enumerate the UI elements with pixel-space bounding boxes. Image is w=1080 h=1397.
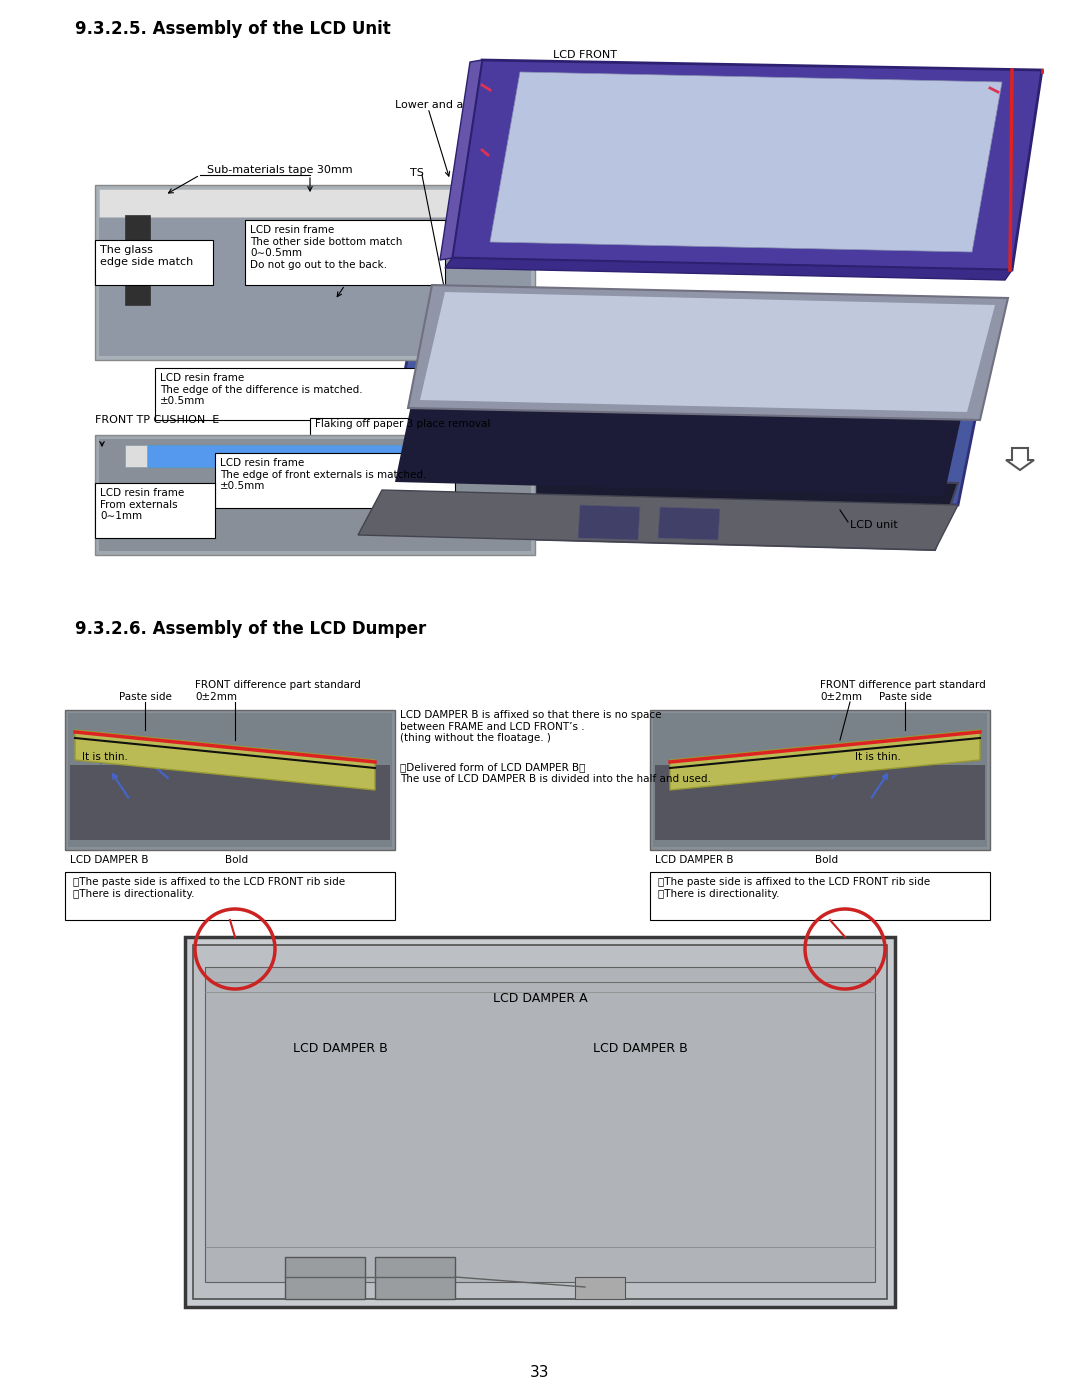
Bar	[310, 418, 535, 440]
Bar	[125, 215, 150, 305]
Text: ・The paste side is affixed to the LCD FRONT rib side
・There is directionality.: ・The paste side is affixed to the LCD FR…	[658, 877, 930, 898]
Polygon shape	[1005, 448, 1034, 469]
Text: 〈Delivered form of LCD DAMPER B〉
The use of LCD DAMPER B is divided into the hal: 〈Delivered form of LCD DAMPER B〉 The use…	[400, 761, 711, 784]
Polygon shape	[382, 355, 985, 504]
Bar	[99, 189, 531, 217]
Bar	[68, 712, 392, 847]
Bar	[125, 446, 147, 467]
Text: Bold: Bold	[225, 855, 248, 865]
Text: FRONT TP CUSHION  E: FRONT TP CUSHION E	[95, 415, 219, 425]
Polygon shape	[395, 362, 970, 496]
Polygon shape	[357, 468, 958, 550]
Bar	[95, 240, 213, 285]
Text: LCD resin frame
The other side bottom match
0∼0.5mm
Do not go out to the back.: LCD resin frame The other side bottom ma…	[249, 225, 403, 270]
Polygon shape	[75, 731, 375, 789]
Polygon shape	[453, 60, 1042, 270]
Bar	[95, 184, 535, 360]
Bar	[70, 766, 390, 840]
Bar	[653, 712, 987, 847]
Polygon shape	[420, 292, 995, 412]
Text: LCD FRONT: LCD FRONT	[553, 50, 617, 60]
Text: LCD DAMPER B: LCD DAMPER B	[654, 855, 733, 865]
Text: Paste side: Paste side	[119, 692, 172, 703]
Text: LCD DAMPER B is affixed so that there is no space
between FRAME and LCD FRONT’s : LCD DAMPER B is affixed so that there is…	[400, 710, 661, 743]
Text: ・The paste side is affixed to the LCD FRONT rib side
・There is directionality.: ・The paste side is affixed to the LCD FR…	[73, 877, 346, 898]
Bar	[95, 434, 535, 555]
Bar	[125, 446, 505, 467]
Bar	[193, 944, 887, 1299]
Text: FRONT difference part standard
0±2mm: FRONT difference part standard 0±2mm	[195, 680, 361, 703]
Text: LCD unit: LCD unit	[850, 520, 897, 529]
Polygon shape	[408, 285, 1008, 420]
Text: The glass
edge side match: The glass edge side match	[100, 244, 193, 267]
Bar	[575, 1277, 625, 1299]
Polygon shape	[445, 258, 1012, 279]
Text: Sub-materials tape 30mm: Sub-materials tape 30mm	[207, 165, 353, 175]
Text: 9.3.2.6. Assembly of the LCD Dumper: 9.3.2.6. Assembly of the LCD Dumper	[75, 620, 427, 638]
Bar	[650, 710, 990, 849]
Text: Bold: Bold	[815, 855, 838, 865]
Bar	[654, 766, 985, 840]
Text: FRONT difference part standard
0±2mm: FRONT difference part standard 0±2mm	[820, 680, 986, 703]
Bar	[285, 1257, 365, 1299]
Bar	[650, 872, 990, 921]
Polygon shape	[578, 504, 640, 541]
Polygon shape	[446, 305, 474, 327]
Bar	[185, 937, 895, 1308]
Bar	[65, 872, 395, 921]
Bar	[99, 189, 531, 356]
Text: TS: TS	[410, 168, 423, 177]
Text: LCD resin frame
From externals
0∼1mm: LCD resin frame From externals 0∼1mm	[100, 488, 185, 521]
Text: It is thin.: It is thin.	[855, 752, 901, 761]
Polygon shape	[357, 490, 958, 550]
Text: LCD DAMPER A: LCD DAMPER A	[492, 992, 588, 1004]
Text: Paste side: Paste side	[878, 692, 931, 703]
Bar	[215, 453, 455, 509]
Bar	[205, 967, 875, 1282]
Text: LCD resin frame
The edge of front externals is matched.
±0.5mm: LCD resin frame The edge of front extern…	[220, 458, 427, 492]
Text: Lower and affix FRONT in parallel.: Lower and affix FRONT in parallel.	[395, 101, 585, 110]
Polygon shape	[490, 73, 1002, 251]
Text: LCD DAMPER B: LCD DAMPER B	[293, 1042, 388, 1055]
Text: LCD DAMPER B: LCD DAMPER B	[70, 855, 149, 865]
Bar	[245, 219, 445, 285]
Polygon shape	[440, 60, 482, 260]
Text: It is thin.: It is thin.	[82, 752, 127, 761]
Polygon shape	[670, 731, 980, 789]
Polygon shape	[658, 507, 720, 541]
Bar	[65, 710, 395, 849]
Text: LCD DAMPER B: LCD DAMPER B	[593, 1042, 687, 1055]
Text: Flaking off paper 3 place removal: Flaking off paper 3 place removal	[315, 419, 490, 429]
Text: 9.3.2.5. Assembly of the LCD Unit: 9.3.2.5. Assembly of the LCD Unit	[75, 20, 391, 38]
Text: 33: 33	[530, 1365, 550, 1380]
Bar	[156, 367, 450, 420]
Bar	[95, 483, 215, 538]
Text: LCD resin frame
The edge of the difference is matched.
±0.5mm: LCD resin frame The edge of the differen…	[160, 373, 363, 407]
Bar	[99, 439, 531, 550]
Bar	[375, 1257, 455, 1299]
